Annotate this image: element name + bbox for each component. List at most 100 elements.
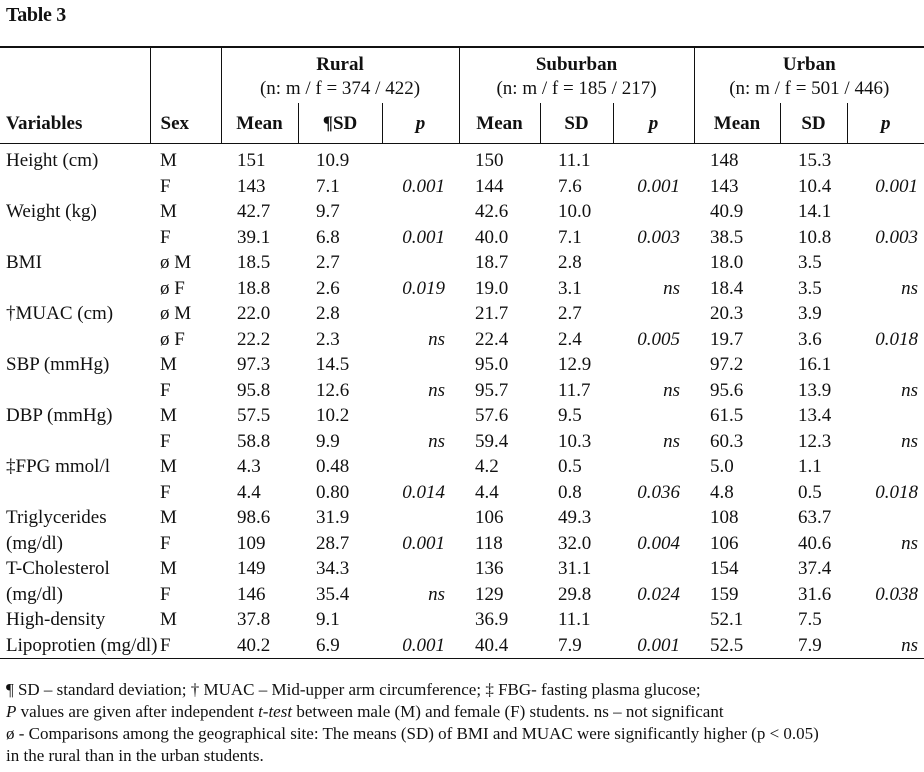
mean-cell: 19.7 [710,328,744,350]
p-cell: 0.001 [402,175,445,197]
sex-cell: F [160,532,171,554]
p-cell: ns [901,430,919,452]
table-row: BMI ø M 18.5 2.7 18.7 2.8 18.0 3.5 [0,250,924,276]
mean-cell: 18.8 [237,277,271,299]
sd-cell: 28.7 [316,532,350,554]
mean-cell: 109 [237,532,266,554]
p-cell: 0.001 [382,632,459,659]
table-row: Triglycerides M 98.6 31.9 106 49.3 108 63.7 [0,505,924,531]
mean-header: Mean [458,103,540,144]
sex-cell: M [160,405,177,427]
table-row: F 143 7.1 0.001 144 7.6 0.001 143 10.4 0.001 [0,174,924,200]
variable-cell: SBP (mmHg) [6,354,110,376]
sd-cell: 10.2 [316,405,350,427]
sex-cell: F [160,379,171,401]
mean-cell: 59.4 [475,430,509,452]
p-cell [847,144,924,174]
sex-cell: F [160,430,171,452]
sd-cell: 11.1 [558,609,591,631]
p-cell [847,607,924,633]
p-cell: ns [663,379,680,401]
mean-cell: 98.6 [237,507,271,529]
table-row: Lipoprotien (mg/dl) F 40.2 6.9 0.001 40.4 7.9 0… [0,632,924,659]
sd-cell: 9.9 [316,430,340,452]
sex-cell: ø M [160,252,192,274]
mean-cell: 40.0 [475,226,509,248]
mean-cell: 129 [475,583,504,605]
variable-cell [0,378,150,404]
mean-header: Mean [693,103,780,144]
p-cell [847,403,924,429]
sd-cell: 7.9 [540,632,613,659]
sex-cell: ø F [160,328,185,350]
sex-cell: M [160,150,177,172]
mean-cell: 95.0 [475,354,509,376]
mean-cell: 106 [475,507,504,529]
variable-cell: (mg/dl) [6,532,63,554]
sd-cell: 14.1 [798,201,832,223]
sd-cell: 12.9 [558,354,592,376]
mean-cell: 159 [710,583,739,605]
sex-cell: M [160,558,177,580]
group-name: Urban [782,54,836,75]
p-cell [613,556,694,582]
mean-cell: 151 [237,150,266,172]
mean-cell: 4.4 [237,481,261,503]
table-row: F 39.1 6.8 0.001 40.0 7.1 0.003 38.5 10.8 0.003 [0,225,924,251]
p-cell: ns [428,379,445,401]
mean-cell: 22.4 [475,328,509,350]
mean-cell: 52.1 [710,609,744,631]
variable-cell: Weight (kg) [6,201,97,223]
sd-cell: 11.7 [558,379,591,401]
sd-cell: 3.1 [558,277,582,299]
p-cell: 0.038 [875,583,919,605]
mean-cell: 42.6 [475,201,509,223]
mean-cell: 58.8 [237,430,271,452]
sd-cell: 1.1 [798,456,822,478]
p-cell: 0.001 [637,175,680,197]
sd-cell: 16.1 [798,354,832,376]
p-cell [613,250,694,276]
sd-cell: 10.4 [798,175,832,197]
p-cell: 0.001 [402,226,445,248]
sd-cell: 13.9 [798,379,832,401]
sd-cell: 7.6 [558,175,582,197]
mean-cell: 18.5 [237,252,271,274]
sex-cell: ø M [160,303,192,325]
sd-cell: 7.1 [558,226,582,248]
table-caption: Table 3 [6,4,66,26]
table-row: SBP (mmHg) M 97.3 14.5 95.0 12.9 97.2 16.1 [0,352,924,378]
mean-cell: 146 [237,583,266,605]
sex-cell: M [160,609,177,631]
p-cell [847,505,924,531]
sex-cell: F [160,226,171,248]
mean-cell: 40.9 [710,201,744,223]
variable-cell: ‡FPG mmol/l [6,456,110,478]
p-cell [382,199,459,225]
group-header-urban: Urban (n: m / f = 501 / 446) [693,46,924,103]
sex-cell: M [160,201,177,223]
p-cell: 0.018 [875,328,919,350]
p-cell: ns [901,277,919,299]
mean-cell: 4.4 [475,481,499,503]
sd-cell: 49.3 [558,507,592,529]
sd-cell: 2.8 [558,252,582,274]
sd-cell: 3.9 [798,303,822,325]
mean-cell: 143 [710,175,739,197]
p-cell: 0.003 [637,226,680,248]
mean-cell: 36.9 [475,609,509,631]
data-table: Rural (n: m / f = 374 / 422) Suburban (n… [0,46,924,659]
table-row: DBP (mmHg) M 57.5 10.2 57.6 9.5 61.5 13.4 [0,403,924,429]
table-row: (mg/dl) F 146 35.4 ns 129 29.8 0.024 159 31.6 0.03… [0,582,924,608]
table-body: Height (cm) M 151 10.9 150 11.1 148 15.3 F 143 7.1… [0,144,924,659]
p-cell [613,199,694,225]
sd-cell: 13.4 [798,405,832,427]
table-row: High-density M 37.8 9.1 36.9 11.1 52.1 7.5 [0,607,924,633]
sd-cell: 10.0 [558,201,592,223]
variable-cell [0,327,150,353]
p-cell: ns [663,277,680,299]
variable-cell [0,429,150,455]
p-cell [382,301,459,327]
p-header: p [846,103,924,144]
sd-cell: 15.3 [798,150,832,172]
